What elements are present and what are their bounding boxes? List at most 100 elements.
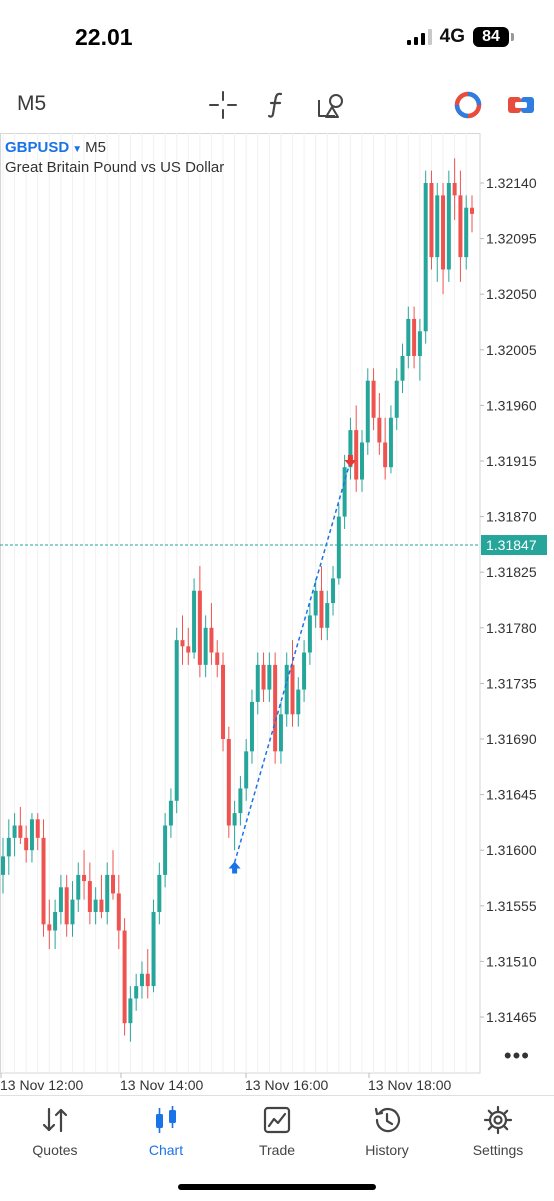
y-tick-label: 1.31555	[486, 898, 537, 914]
candle-body	[284, 664, 289, 715]
candle-body	[157, 874, 162, 912]
candle-body	[267, 664, 272, 690]
indicators-function-icon[interactable]	[262, 90, 292, 120]
candle-body	[470, 207, 474, 214]
candle-body	[377, 417, 382, 443]
more-options-icon[interactable]: •••	[503, 1043, 530, 1068]
candle-body	[18, 825, 23, 838]
candle-body	[429, 183, 434, 258]
y-tick-label: 1.31915	[486, 453, 537, 469]
candle-body	[145, 973, 150, 987]
candle-body	[192, 590, 197, 653]
nav-quotes[interactable]: Quotes	[5, 1104, 105, 1158]
history-clock-icon	[374, 1107, 401, 1133]
candle-body	[331, 578, 336, 604]
candle-body	[128, 998, 133, 1024]
candle-body	[273, 664, 278, 752]
candle-body	[249, 701, 254, 752]
network-type: 4G	[439, 26, 465, 47]
nav-settings[interactable]: Settings	[448, 1104, 548, 1158]
candlestick-chart[interactable]: 1.32140 1.32095 1.32050 1.32005 1.31960 1.319…	[0, 133, 554, 1095]
one-click-trading-icon[interactable]	[453, 90, 483, 120]
signal-icon	[406, 29, 432, 45]
symbol-dropdown-icon[interactable]: ▼	[72, 144, 83, 155]
y-tick-label: 1.32050	[486, 286, 537, 302]
chart-timeframe-label: M5	[85, 139, 106, 156]
crosshair-icon[interactable]	[208, 90, 238, 120]
y-tick-label: 1.32140	[486, 175, 537, 191]
nav-label-quotes: Quotes	[32, 1142, 78, 1158]
candle-body	[296, 689, 301, 715]
candle-body	[174, 640, 179, 801]
candle-body	[12, 825, 17, 838]
candle-body	[365, 380, 370, 443]
candle-body	[255, 664, 260, 702]
chart-symbol[interactable]: GBPUSD	[5, 139, 70, 156]
candle-body	[417, 331, 422, 356]
candle-body	[319, 590, 324, 628]
candle-body	[342, 467, 347, 517]
x-tick-label: 13 Nov 12:00	[0, 1077, 83, 1093]
chart-symbol-description: Great Britain Pound vs US Dollar	[5, 159, 225, 176]
bottom-navigation: Quotes Chart Trade History	[0, 1095, 554, 1201]
candle-body	[116, 893, 121, 931]
nav-history[interactable]: History	[337, 1104, 437, 1158]
candle-body	[383, 442, 388, 468]
candle-body	[354, 430, 359, 480]
candle-body	[458, 195, 463, 258]
trade-panel-icon[interactable]	[506, 90, 536, 120]
candle-body	[302, 652, 307, 690]
candle-body	[24, 837, 29, 851]
nav-trade[interactable]: Trade	[227, 1104, 327, 1158]
candle-body	[261, 664, 266, 690]
candle-body	[197, 590, 202, 665]
status-time: 22.01	[75, 24, 133, 50]
candle-body	[400, 355, 405, 381]
nav-label-chart: Chart	[148, 1142, 184, 1158]
trade-chart-icon	[263, 1106, 291, 1134]
timeframe-button[interactable]: M5	[17, 92, 47, 115]
nav-chart[interactable]: Chart	[116, 1104, 216, 1158]
candle-body	[58, 887, 63, 912]
settings-gear-icon	[483, 1105, 513, 1135]
candle-body	[111, 874, 116, 894]
candle-body	[76, 874, 81, 900]
battery-level: 84	[473, 27, 509, 47]
candle-body	[313, 590, 318, 616]
chart-area[interactable]: 1.32140 1.32095 1.32050 1.32005 1.31960 1.319…	[0, 133, 554, 1095]
home-indicator	[178, 1184, 376, 1190]
candle-body	[371, 380, 376, 418]
y-tick-label: 1.31510	[486, 953, 537, 969]
candle-body	[215, 652, 220, 665]
y-tick-label: 1.31825	[486, 564, 537, 580]
nav-label-trade: Trade	[258, 1142, 296, 1158]
candle-body	[93, 899, 98, 912]
candle-body	[1, 856, 5, 875]
candle-body	[394, 380, 399, 418]
x-tick-label: 13 Nov 16:00	[245, 1077, 328, 1093]
chart-toolbar: M5	[0, 80, 554, 130]
candle-body	[278, 714, 283, 752]
candle-body	[464, 207, 469, 258]
candle-body	[423, 183, 428, 332]
candle-body	[64, 887, 69, 925]
candle-body	[307, 615, 312, 653]
x-tick-label: 13 Nov 18:00	[368, 1077, 451, 1093]
candle-body	[221, 664, 226, 739]
candle-body	[435, 195, 440, 258]
objects-shapes-icon[interactable]	[316, 90, 346, 120]
y-tick-label: 1.32095	[486, 231, 537, 247]
candle-body	[412, 318, 417, 356]
candle-body	[70, 899, 75, 925]
candle-body	[452, 183, 457, 196]
candle-body	[226, 739, 231, 826]
candle-body	[203, 627, 208, 665]
y-tick-label: 1.31465	[486, 1009, 537, 1025]
x-tick-label: 13 Nov 14:00	[120, 1077, 203, 1093]
y-tick-label: 1.31780	[486, 620, 537, 636]
nav-label-settings: Settings	[472, 1142, 524, 1158]
candle-body	[47, 924, 52, 931]
y-tick-label: 1.31645	[486, 787, 537, 803]
chart-symbol-header[interactable]: GBPUSD ▼ M5	[5, 139, 106, 156]
candle-body	[87, 881, 92, 912]
